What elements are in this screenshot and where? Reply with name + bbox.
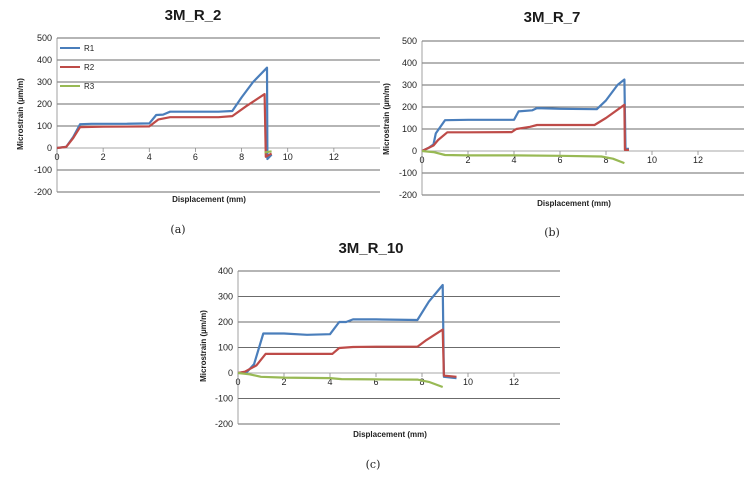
y-axis-label: Microstrain (µm/m) bbox=[16, 78, 25, 150]
x-tick-label: 4 bbox=[327, 377, 332, 387]
y-tick-label: 0 bbox=[412, 146, 417, 156]
y-tick-label: 200 bbox=[402, 102, 417, 112]
x-tick-label: 4 bbox=[511, 155, 516, 165]
y-tick-label: -200 bbox=[399, 190, 417, 200]
y-tick-label: 300 bbox=[218, 292, 233, 302]
series-line-r2 bbox=[237, 328, 457, 378]
series-line-r2 bbox=[421, 103, 629, 152]
x-tick-label: 6 bbox=[193, 152, 198, 162]
y-tick-label: 0 bbox=[228, 368, 233, 378]
x-axis-label: Displacement (mm) bbox=[172, 195, 246, 204]
x-tick-label: 6 bbox=[557, 155, 562, 165]
x-tick-label: 4 bbox=[147, 152, 152, 162]
legend-label-r3: R3 bbox=[84, 82, 95, 91]
y-tick-label: 100 bbox=[218, 343, 233, 353]
y-tick-label: 0 bbox=[47, 143, 52, 153]
series-line-r1 bbox=[421, 78, 629, 152]
y-axis-label: Microstrain (µm/m) bbox=[199, 310, 208, 382]
y-tick-label: 400 bbox=[402, 58, 417, 68]
y-tick-label: 500 bbox=[37, 33, 52, 43]
x-tick-label: 12 bbox=[693, 155, 703, 165]
y-tick-label: -100 bbox=[215, 394, 233, 404]
x-axis-label: Displacement (mm) bbox=[353, 430, 427, 439]
x-tick-label: 8 bbox=[239, 152, 244, 162]
x-tick-label: 10 bbox=[463, 377, 473, 387]
x-tick-label: 8 bbox=[419, 377, 424, 387]
figure-caption: (c) bbox=[366, 458, 381, 471]
y-tick-label: -100 bbox=[34, 165, 52, 175]
series-line-r3 bbox=[264, 150, 272, 154]
x-tick-label: 10 bbox=[283, 152, 293, 162]
x-tick-label: 2 bbox=[101, 152, 106, 162]
series-line-r3 bbox=[421, 149, 625, 165]
y-tick-label: 400 bbox=[37, 55, 52, 65]
x-tick-label: 12 bbox=[329, 152, 339, 162]
legend-label-r2: R2 bbox=[84, 63, 95, 72]
chart-3m-r-7: 3M_R_7 Displacement (mm) Microstrain (µm… bbox=[382, 9, 744, 239]
x-tick-label: 12 bbox=[509, 377, 519, 387]
figure-caption: (a) bbox=[170, 223, 185, 236]
y-tick-label: 400 bbox=[218, 266, 233, 276]
chart-title: 3M_R_10 bbox=[338, 240, 403, 257]
x-tick-label: 8 bbox=[603, 155, 608, 165]
y-tick-label: 200 bbox=[37, 99, 52, 109]
series-line-r1 bbox=[237, 283, 457, 380]
series-line-r1 bbox=[56, 66, 273, 161]
x-axis-label: Displacement (mm) bbox=[537, 199, 611, 208]
y-tick-label: 100 bbox=[402, 124, 417, 134]
chart-3m-r-10: 3M_R_10 Displacement (mm) Microstrain (µ… bbox=[199, 240, 560, 471]
legend-label-r1: R1 bbox=[84, 44, 95, 53]
x-tick-label: 0 bbox=[419, 155, 424, 165]
y-tick-label: 100 bbox=[37, 121, 52, 131]
series-line-r2 bbox=[56, 93, 273, 158]
x-tick-label: 2 bbox=[281, 377, 286, 387]
x-tick-label: 0 bbox=[54, 152, 59, 162]
y-tick-label: -200 bbox=[34, 187, 52, 197]
y-tick-label: 500 bbox=[402, 36, 417, 46]
series-line-r3 bbox=[237, 371, 444, 389]
y-tick-label: -100 bbox=[399, 168, 417, 178]
figure-caption: (b) bbox=[544, 226, 560, 239]
y-tick-label: -200 bbox=[215, 419, 233, 429]
x-tick-label: 6 bbox=[373, 377, 378, 387]
chart-3m-r-2: 3M_R_2 Displacement (mm) Microstrain (µm… bbox=[16, 7, 380, 236]
y-tick-label: 300 bbox=[402, 80, 417, 90]
legend: R1 R2 R3 bbox=[60, 44, 95, 91]
x-tick-label: 0 bbox=[235, 377, 240, 387]
y-axis-label: Microstrain (µm/m) bbox=[382, 83, 391, 155]
y-tick-label: 300 bbox=[37, 77, 52, 87]
x-tick-label: 2 bbox=[465, 155, 470, 165]
chart-title: 3M_R_2 bbox=[165, 7, 222, 24]
chart-title: 3M_R_7 bbox=[524, 9, 581, 26]
x-tick-label: 10 bbox=[647, 155, 657, 165]
y-tick-label: 200 bbox=[218, 317, 233, 327]
